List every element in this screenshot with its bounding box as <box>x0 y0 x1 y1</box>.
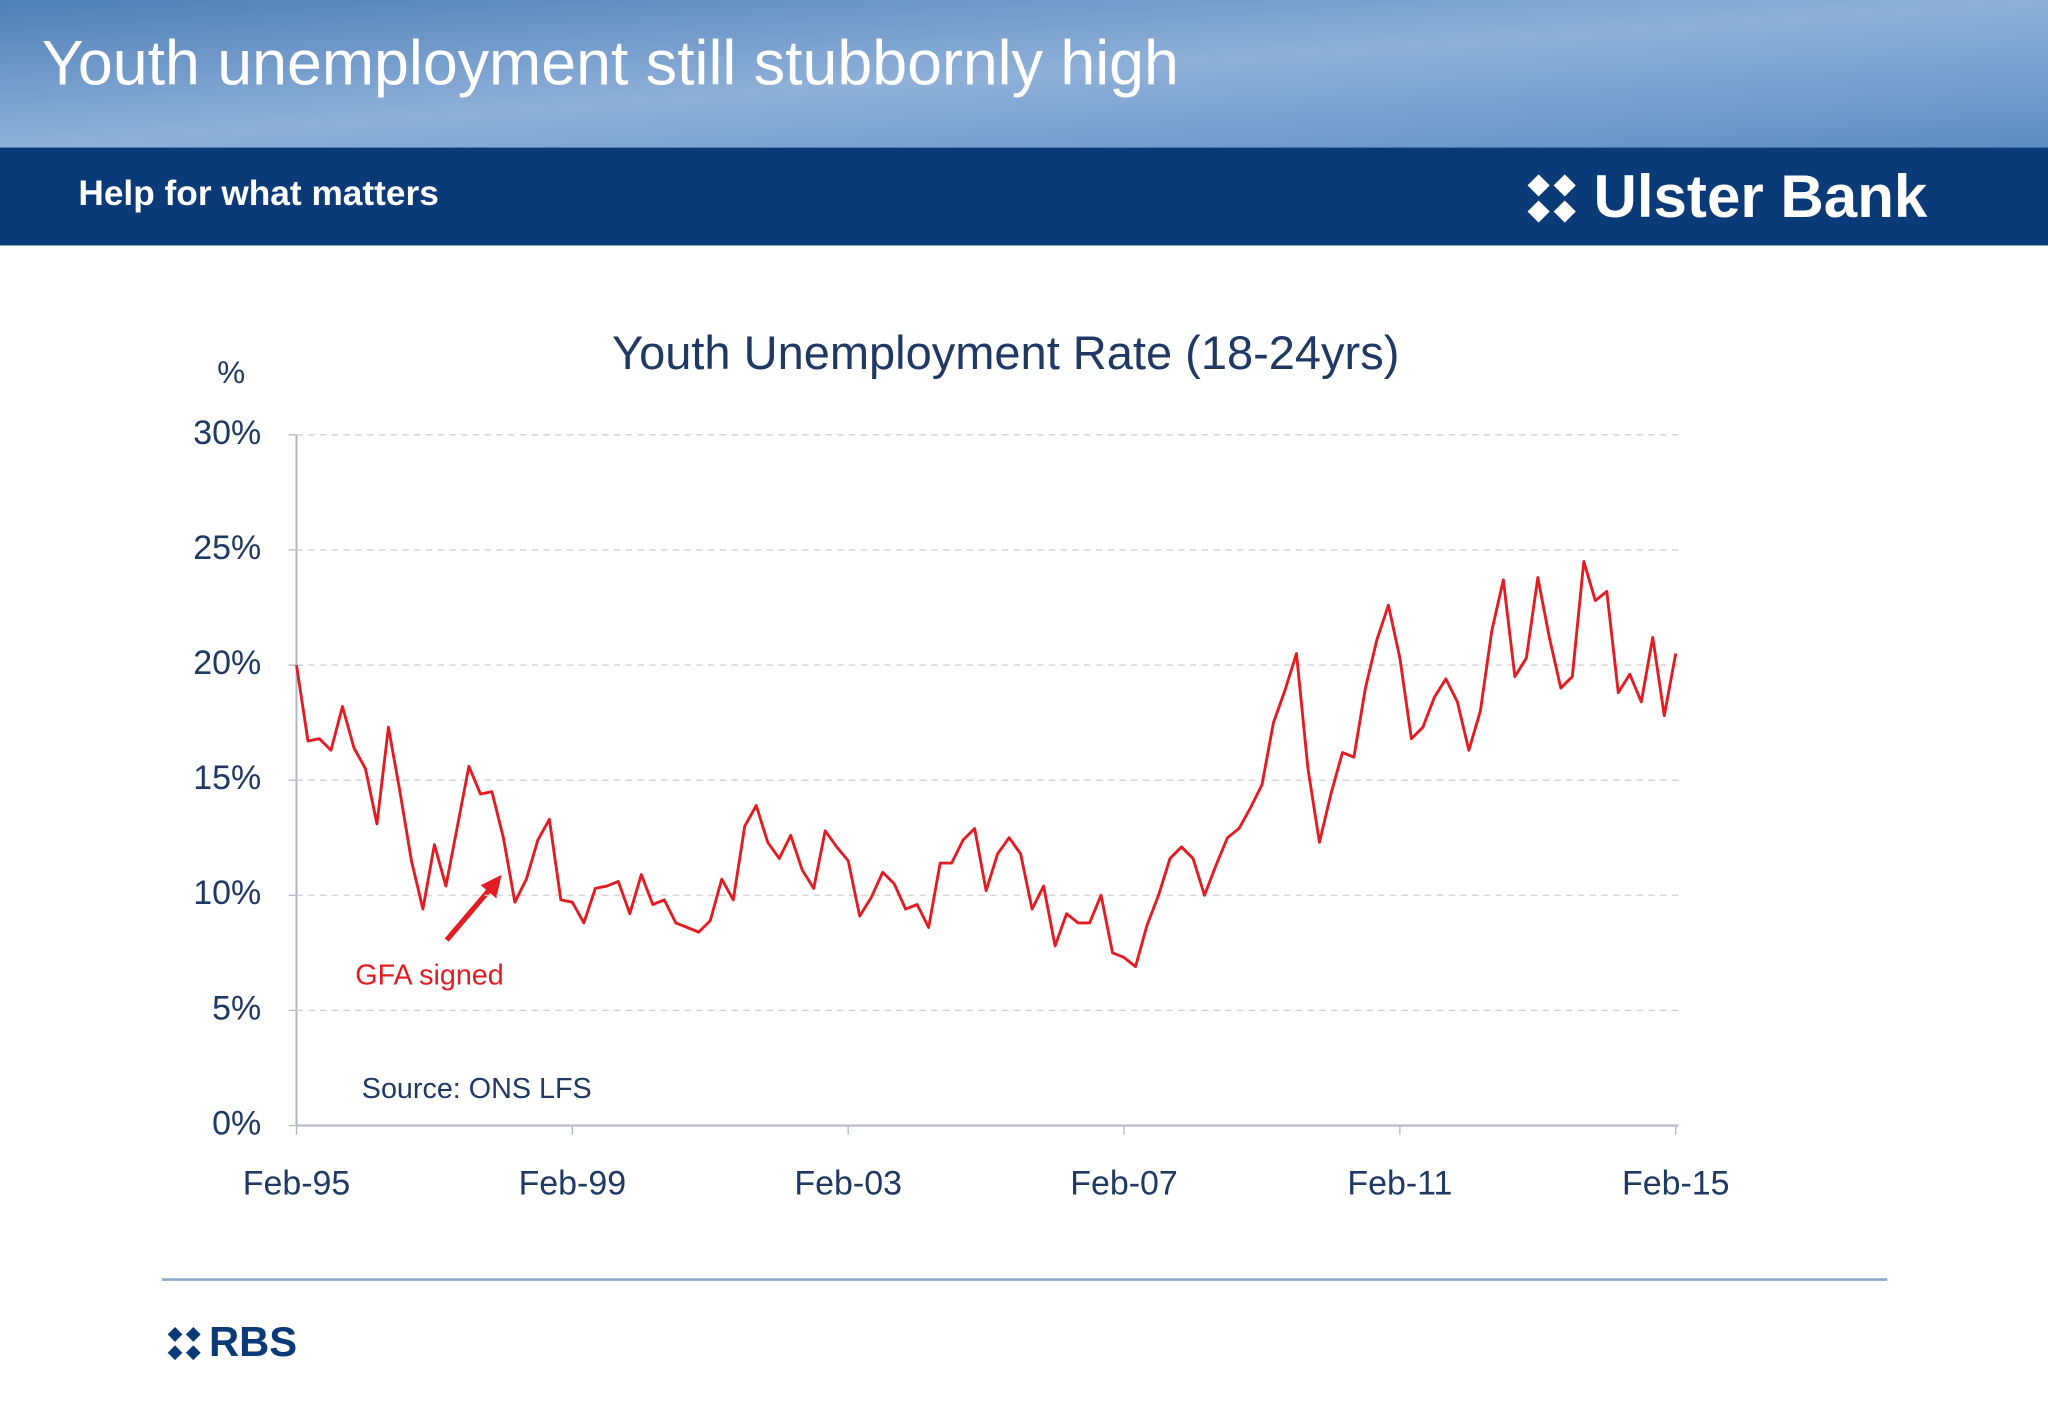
y-tick-label: 15% <box>193 759 261 797</box>
slide-title: Youth unemployment still stubbornly high <box>42 28 1179 98</box>
y-tick-label: 25% <box>193 529 261 567</box>
x-tick-label: Feb-03 <box>794 1165 902 1203</box>
x-tick-label: Feb-15 <box>1622 1165 1730 1203</box>
tagline: Help for what matters <box>78 174 438 213</box>
y-axis-label: % <box>217 355 245 390</box>
annotation-arrow <box>444 874 502 942</box>
y-tick-label: 0% <box>212 1104 261 1142</box>
y-tick-label: 20% <box>193 644 261 682</box>
y-tick-label: 10% <box>193 874 261 912</box>
footer-brand: RBS <box>209 1318 297 1365</box>
annotation: GFA signed <box>355 959 504 991</box>
chart-title: Youth Unemployment Rate (18-24yrs) <box>612 326 1399 379</box>
y-tick-label: 30% <box>193 414 261 452</box>
rbs-logo-icon <box>167 1327 201 1361</box>
header-bar <box>0 147 2048 246</box>
y-tick-label: 5% <box>212 989 261 1027</box>
x-tick-label: Feb-95 <box>243 1165 351 1203</box>
x-tick-label: Feb-07 <box>1070 1165 1178 1203</box>
x-tick-label: Feb-99 <box>519 1165 627 1203</box>
x-tick-label: Feb-11 <box>1347 1165 1452 1203</box>
source-note: Source: ONS LFS <box>362 1073 592 1105</box>
header-banner <box>0 0 2048 148</box>
data-line <box>295 559 1678 969</box>
brand-name: Ulster Bank <box>1593 163 1927 230</box>
